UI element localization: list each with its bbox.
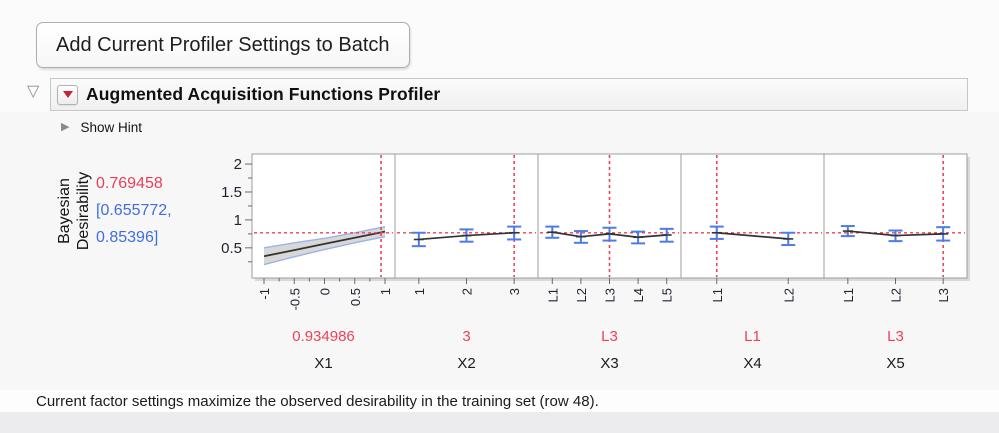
outline-header: ▽ Augmented Acquisition Functions Profil… (0, 78, 999, 112)
svg-text:L1: L1 (545, 288, 560, 302)
svg-text:L3: L3 (603, 288, 618, 302)
add-batch-button[interactable]: Add Current Profiler Settings to Batch (36, 22, 410, 68)
red-triangle-menu-button[interactable] (57, 84, 78, 105)
svg-text:L2: L2 (889, 288, 904, 302)
show-hint-row[interactable]: ▶ Show Hint (61, 120, 142, 135)
svg-text:L1: L1 (710, 288, 725, 302)
predicted-value: 0.769458 (96, 175, 163, 192)
svg-text:L2: L2 (781, 288, 796, 302)
outline-title-band: Augmented Acquisition Functions Profiler (50, 78, 968, 111)
footer-band (0, 412, 999, 433)
svg-text:L1: L1 (841, 288, 856, 302)
svg-text:0: 0 (318, 288, 333, 295)
svg-text:L3: L3 (601, 328, 618, 345)
svg-text:1.5: 1.5 (221, 184, 242, 201)
svg-text:X2: X2 (457, 355, 475, 372)
profiler-plot[interactable]: -1 -0.5 0 0.5 1 0.934986 X1 1 2 3 3 X2 L1 L2 L3 L4 L5 L3 X… (0, 145, 999, 390)
svg-text:3: 3 (462, 328, 470, 345)
svg-text:2: 2 (460, 288, 475, 295)
outline-title: Augmented Acquisition Functions Profiler (86, 84, 441, 104)
svg-text:X5: X5 (886, 355, 904, 372)
svg-text:L3: L3 (936, 288, 951, 302)
svg-text:3: 3 (507, 288, 522, 295)
svg-text:X3: X3 (600, 355, 618, 372)
expand-triangle-icon: ▶ (61, 121, 70, 133)
svg-text:X1: X1 (314, 355, 332, 372)
svg-text:0.934986: 0.934986 (292, 328, 355, 345)
red-triangle-icon (62, 91, 73, 98)
svg-text:-0.5: -0.5 (287, 288, 302, 310)
svg-text:0.5: 0.5 (221, 240, 242, 257)
svg-text:L4: L4 (631, 288, 646, 302)
svg-text:2: 2 (234, 156, 242, 173)
response-values: 0.769458 [0.655772, 0.85396] (96, 170, 211, 251)
show-hint-label: Show Hint (80, 120, 142, 135)
svg-text:-1: -1 (257, 288, 272, 300)
svg-text:L5: L5 (660, 288, 675, 302)
svg-text:L1: L1 (744, 328, 761, 345)
status-text: Current factor settings maximize the obs… (36, 393, 599, 410)
svg-text:1: 1 (412, 288, 427, 295)
outline-collapse-triangle-icon[interactable]: ▽ (27, 83, 40, 100)
svg-text:X4: X4 (743, 355, 761, 372)
svg-text:0.5: 0.5 (348, 288, 363, 306)
svg-text:L3: L3 (887, 328, 904, 345)
svg-text:1: 1 (234, 212, 242, 229)
svg-text:L2: L2 (574, 288, 589, 302)
svg-text:1: 1 (378, 288, 393, 295)
confidence-interval-high: 0.85396] (96, 229, 159, 246)
status-band (0, 390, 999, 412)
confidence-interval-low: [0.655772, (96, 202, 172, 219)
